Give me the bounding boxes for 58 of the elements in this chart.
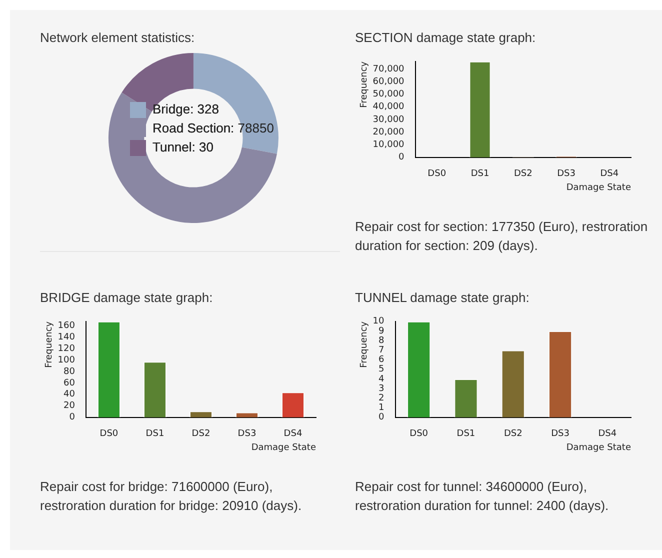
x-axis-title: Damage State [566,442,632,453]
x-tick-label: DS4 [600,169,619,180]
y-tick-label: 140 [58,332,76,342]
x-tick-label: DS1 [146,429,164,440]
x-axis-title: Damage State [566,182,632,193]
y-tick-label: 100 [58,355,76,366]
text: Repair cost for tunnel: 34600000 (Euro), restroration duration for tunnel: 2400 (days). [355,478,610,515]
y-tick-label: 80 [64,366,76,377]
y-tick-label: 10 [372,316,385,327]
y-tick-label: 10,000 [372,140,405,150]
y-tick-label: 2 [378,394,384,404]
x-tick-label: DS3 [238,429,256,440]
x-tick-label: DS2 [192,429,210,440]
y-tick-label: 0 [398,152,405,163]
y-tick-label: 8 [378,336,385,346]
y-tick-label: 40,000 [372,102,405,112]
y-tick-label: 6 [378,355,385,366]
y-tick-label: 1 [378,403,384,414]
y-axis-title: Frequency [44,320,55,368]
legend-label: Tunnel: 30 [152,140,214,155]
x-tick-label: DS3 [551,429,570,440]
x-tick-label: DS0 [410,429,428,440]
y-tick-label: 0 [378,412,385,423]
y-tick-label: 3 [378,384,384,394]
y-tick-label: 9 [378,326,385,336]
text: Repair cost for section: 177350 (Euro), restroration duration for section: 209 (days). [355,218,649,255]
x-tick-label: DS1 [456,429,476,440]
y-tick-label: 50,000 [372,90,405,100]
x-tick-label: DS0 [428,169,446,180]
x-tick-label: DS2 [504,429,522,440]
y-tick-label: 20 [64,401,76,412]
x-axis-title: Damage State [251,442,316,453]
y-axis-title: Frequency [360,320,370,368]
x-tick-label: DS0 [100,429,118,440]
y-tick-label: 0 [69,412,76,423]
y-tick-label: 60 [64,378,76,388]
y-axis-title: Frequency [360,60,370,108]
y-tick-label: 7 [378,346,384,356]
y-tick-label: 120 [58,344,76,354]
y-tick-label: 60,000 [372,76,405,87]
y-tick-label: 30,000 [372,114,405,125]
x-tick-label: DS3 [557,169,576,180]
chart-title: TUNNEL damage state graph: [355,290,530,305]
legend-label: Bridge: 328 [152,102,219,117]
x-tick-label: DS2 [514,169,532,180]
y-tick-label: 70,000 [372,64,405,74]
text: Repair cost for bridge: 71600000 (Euro), restroration duration for bridge: 20910 (days). [40,478,303,515]
y-tick-label: 160 [58,320,76,331]
x-tick-label: DS4 [284,429,302,440]
chart-title: BRIDGE damage state graph: [40,290,214,305]
y-tick-label: 40 [64,390,76,400]
chart-title: SECTION damage state graph: [355,30,537,45]
x-tick-label: DS1 [470,169,490,180]
chart-title: Network element statistics: [40,30,196,45]
y-tick-label: 20,000 [372,127,405,138]
y-tick-label: 4 [378,374,385,384]
y-tick-label: 5 [378,364,384,375]
x-tick-label: DS4 [598,429,617,440]
